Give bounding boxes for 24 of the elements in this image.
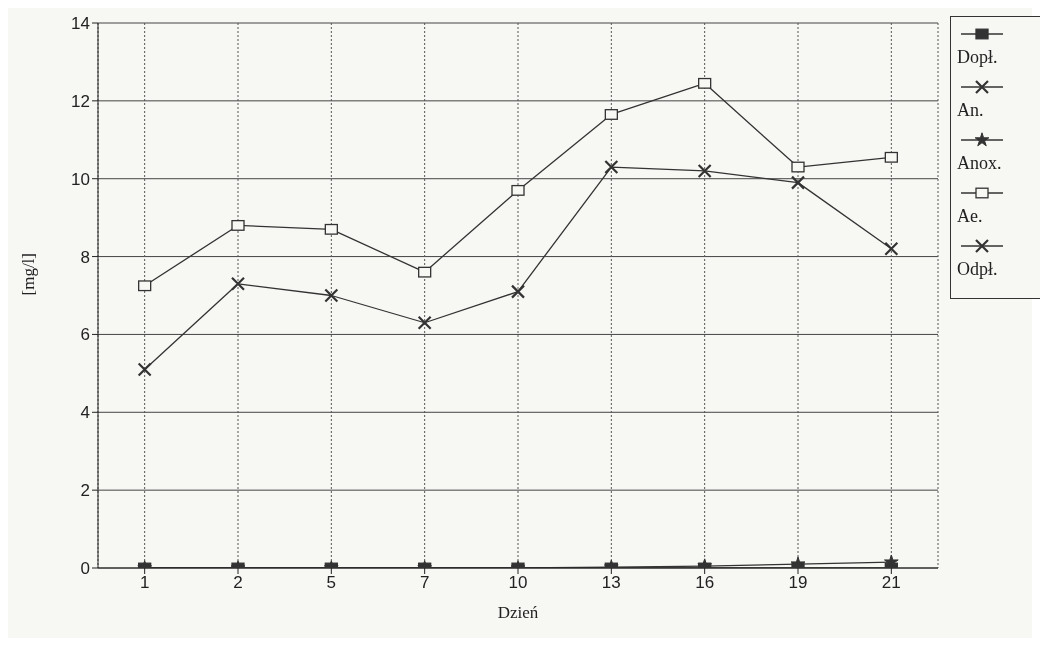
y-tick-label: 14 <box>71 14 90 34</box>
y-tick-label: 8 <box>80 247 90 267</box>
legend-label: Odpł. <box>957 259 999 280</box>
x-tick-label: 13 <box>601 573 621 593</box>
y-axis-title: [mg/l] <box>19 253 39 296</box>
x-tick-label: 1 <box>139 573 150 593</box>
x-tick-label: 19 <box>788 573 808 593</box>
legend-label: An. <box>957 100 985 121</box>
x-tick-label: 2 <box>233 573 243 593</box>
y-tick-label: 12 <box>71 91 90 111</box>
x-tick-label: 10 <box>508 573 528 593</box>
y-tick-label: 4 <box>80 403 90 423</box>
legend-label: Dopł. <box>957 47 999 68</box>
y-tick-label: 10 <box>71 169 90 189</box>
y-tick-label: 6 <box>80 325 90 345</box>
legend-label: Ae. <box>957 206 984 227</box>
x-tick-label: 21 <box>881 573 901 593</box>
x-axis-title: Dzień <box>497 603 539 622</box>
y-tick-label: 2 <box>80 481 90 501</box>
x-tick-label: 16 <box>695 573 715 593</box>
x-tick-label: 7 <box>419 573 430 593</box>
y-tick-label: 0 <box>80 559 90 579</box>
legend-label: Anox. <box>957 153 1003 174</box>
x-tick-label: 5 <box>326 573 337 593</box>
